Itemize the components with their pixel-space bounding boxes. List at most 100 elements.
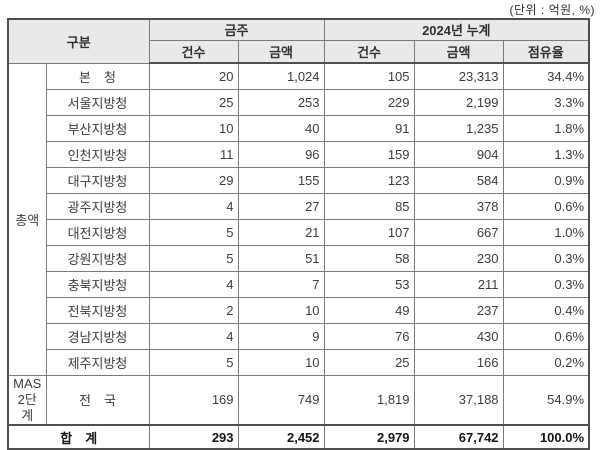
value-cell: 1.0% <box>502 218 590 246</box>
value-cell: 27 <box>237 192 325 220</box>
header-cumulative-2024: 2024년 누계 <box>323 18 590 41</box>
value-cell: 378 <box>413 192 504 220</box>
row-name: 충북지방청 <box>45 270 150 298</box>
row-name: 경남지방청 <box>45 322 150 350</box>
table-header: 구분 금주 2024년 누계 건수 금액 건수 금액 점유율 <box>7 18 590 64</box>
group-label: 총액 <box>7 62 47 376</box>
table-row: 강원지방청 5 51 58 230 0.3% <box>8 244 590 272</box>
value-cell: 430 <box>413 322 504 350</box>
value-cell: 107 <box>323 218 415 246</box>
value-cell: 40 <box>237 114 325 142</box>
value-cell: 0.4% <box>502 296 590 324</box>
value-cell: 0.6% <box>502 192 590 220</box>
unit-note: (단위 : 억원, %) <box>509 3 595 17</box>
value-cell: 5 <box>148 218 239 246</box>
value-cell: 2 <box>148 296 239 324</box>
row-name: 전북지방청 <box>45 296 150 324</box>
mas-row: MAS 2단계 전 국 169 749 1,819 37,188 54.9% <box>7 374 590 426</box>
value-cell: 1,235 <box>413 114 504 142</box>
value-cell: 155 <box>237 166 325 194</box>
value-cell: 58 <box>323 244 415 272</box>
value-cell: 229 <box>323 88 415 116</box>
value-cell: 53 <box>323 270 415 298</box>
subheader-week-count: 건수 <box>148 39 239 64</box>
mas-section: MAS 2단계 전 국 169 749 1,819 37,188 54.9% <box>7 374 590 426</box>
subheader-cum-count: 건수 <box>323 39 415 64</box>
row-name: 강원지방청 <box>45 244 150 272</box>
value-cell: 4 <box>148 192 239 220</box>
row-name: 대전지방청 <box>45 218 150 246</box>
value-cell: 253 <box>237 88 325 116</box>
row-name: 서울지방청 <box>45 88 150 116</box>
value-cell: 2,199 <box>413 88 504 116</box>
value-cell: 3.3% <box>502 88 590 116</box>
value-cell: 169 <box>148 374 239 426</box>
mas-group-label: MAS 2단계 <box>7 374 47 426</box>
subheader-cum-amount: 금액 <box>413 39 504 64</box>
value-cell: 166 <box>413 348 504 376</box>
table-row: 광주지방청 4 27 85 378 0.6% <box>8 192 590 220</box>
total-value-cell: 67,742 <box>413 424 504 450</box>
row-name: 제주지방청 <box>45 348 150 376</box>
value-cell: 159 <box>323 140 415 168</box>
total-value-cell: 2,452 <box>237 424 325 450</box>
value-cell: 9 <box>237 322 325 350</box>
value-cell: 10 <box>148 114 239 142</box>
table-row: 제주지방청 5 10 25 166 0.2% <box>8 348 590 376</box>
value-cell: 85 <box>323 192 415 220</box>
value-cell: 49 <box>323 296 415 324</box>
value-cell: 211 <box>413 270 504 298</box>
mas-row-name: 전 국 <box>45 374 150 426</box>
value-cell: 105 <box>323 62 415 90</box>
value-cell: 76 <box>323 322 415 350</box>
value-cell: 96 <box>237 140 325 168</box>
value-cell: 0.9% <box>502 166 590 194</box>
table-row: 전북지방청 2 10 49 237 0.4% <box>8 296 590 324</box>
table-row: 충북지방청 4 7 53 211 0.3% <box>8 270 590 298</box>
table-body: 총액 본 청 20 1,024 105 23,313 34.4% 서울지방청 25 253 229 2… <box>7 62 590 376</box>
table-row: 경남지방청 4 9 76 430 0.6% <box>8 322 590 350</box>
subheader-share: 점유율 <box>502 39 590 64</box>
value-cell: 749 <box>237 374 325 426</box>
value-cell: 1.8% <box>502 114 590 142</box>
value-cell: 37,188 <box>413 374 504 426</box>
total-value-cell: 2,979 <box>323 424 415 450</box>
value-cell: 1,024 <box>237 62 325 90</box>
subheader-week-amount: 금액 <box>237 39 325 64</box>
table-row: 대구지방청 29 155 123 584 0.9% <box>8 166 590 194</box>
value-cell: 904 <box>413 140 504 168</box>
value-cell: 0.3% <box>502 244 590 272</box>
mas-group-line2: 2단계 <box>17 391 37 423</box>
value-cell: 7 <box>237 270 325 298</box>
value-cell: 10 <box>237 296 325 324</box>
value-cell: 237 <box>413 296 504 324</box>
value-cell: 5 <box>148 348 239 376</box>
value-cell: 23,313 <box>413 62 504 90</box>
row-name: 본 청 <box>45 62 150 90</box>
value-cell: 51 <box>237 244 325 272</box>
value-cell: 4 <box>148 322 239 350</box>
value-cell: 25 <box>148 88 239 116</box>
table-footer: 합 계 293 2,452 2,979 67,742 100.0% <box>7 424 590 450</box>
value-cell: 11 <box>148 140 239 168</box>
table-row: 인천지방청 11 96 159 904 1.3% <box>8 140 590 168</box>
total-value-cell: 293 <box>148 424 239 450</box>
value-cell: 230 <box>413 244 504 272</box>
value-cell: 0.6% <box>502 322 590 350</box>
stats-table: 구분 금주 2024년 누계 건수 금액 건수 금액 점유율 총액 본 청 20 1,… <box>7 18 591 450</box>
value-cell: 91 <box>323 114 415 142</box>
row-name: 광주지방청 <box>45 192 150 220</box>
table-row: 서울지방청 25 253 229 2,199 3.3% <box>8 88 590 116</box>
total-label: 합 계 <box>7 424 150 450</box>
value-cell: 25 <box>323 348 415 376</box>
value-cell: 0.3% <box>502 270 590 298</box>
value-cell: 584 <box>413 166 504 194</box>
value-cell: 1.3% <box>502 140 590 168</box>
value-cell: 29 <box>148 166 239 194</box>
value-cell: 0.2% <box>502 348 590 376</box>
row-name: 인천지방청 <box>45 140 150 168</box>
value-cell: 34.4% <box>502 62 590 90</box>
row-name: 부산지방청 <box>45 114 150 142</box>
mas-group-line1: MAS <box>13 375 42 391</box>
value-cell: 123 <box>323 166 415 194</box>
